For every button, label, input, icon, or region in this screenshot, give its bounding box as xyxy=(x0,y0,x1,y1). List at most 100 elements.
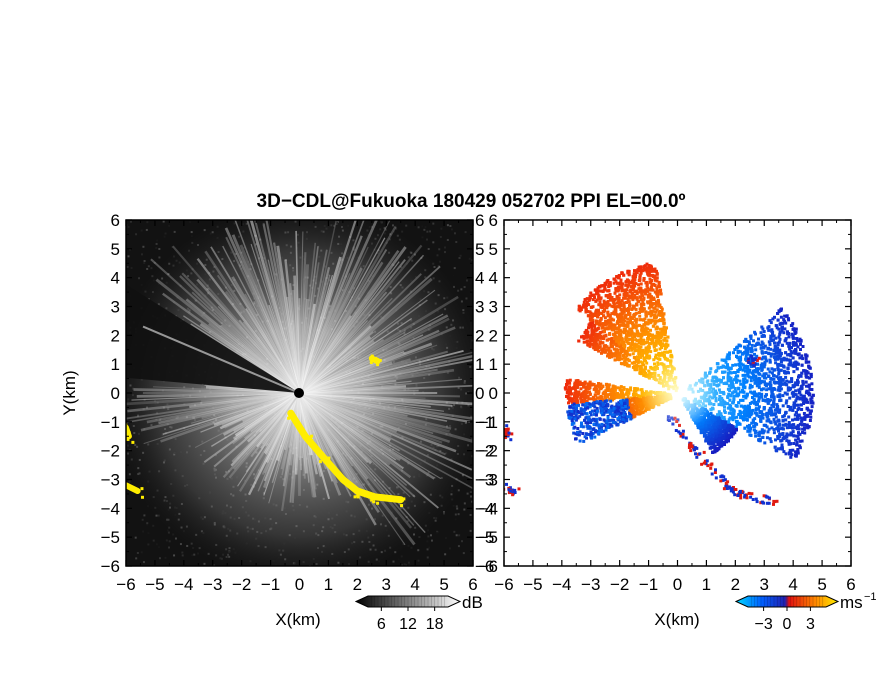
strong-echo-speck xyxy=(127,431,131,435)
snr-noise-speck xyxy=(430,534,433,537)
snr-noise-speck xyxy=(166,529,169,532)
strong-echo-speck xyxy=(398,500,402,504)
snr-noise-speck xyxy=(167,531,170,534)
snr-noise-speck xyxy=(426,238,429,241)
figure-title: 3D−CDL@Fukuoka 180429 052702 PPI EL=00.0… xyxy=(257,191,686,212)
strong-echo-speck xyxy=(369,361,373,365)
snr-noise-speck xyxy=(146,522,149,525)
snr-y-tick-label: 0 xyxy=(111,384,120,403)
snr-noise-speck xyxy=(458,256,461,259)
snr-x-tick-label: 3 xyxy=(382,575,391,594)
snr-noise-speck xyxy=(190,231,193,234)
snr-colorbar-body xyxy=(354,595,462,608)
strong-echo-speck xyxy=(378,358,382,362)
snr-noise-speck xyxy=(407,561,410,564)
snr-y-tick-label: 5 xyxy=(111,240,120,259)
snr-y-tick-label-right: −4 xyxy=(475,499,494,518)
snr-y-tick-label-right: 6 xyxy=(475,211,484,230)
snr-noise-speck xyxy=(147,265,150,268)
snr-noise-speck xyxy=(158,256,161,259)
snr-noise-speck xyxy=(136,551,139,554)
strong-echo-speck xyxy=(122,485,125,488)
snr-noise-speck xyxy=(156,239,159,242)
strong-echo-speck xyxy=(130,486,134,490)
snr-noise-speck xyxy=(142,530,145,533)
snr-panel: −6 −5 −4 −3 −2 −1 0 1 2 3 4 5 66 65 54 43 32 21 10 0−1 −1−2−… xyxy=(60,211,495,633)
snr-noise-speck xyxy=(455,241,458,244)
snr-noise-speck xyxy=(397,558,400,561)
snr-noise-speck xyxy=(452,504,455,507)
snr-noise-speck xyxy=(146,221,149,224)
snr-noise-speck xyxy=(128,480,131,483)
strong-echo-speck xyxy=(287,416,291,420)
snr-noise-speck xyxy=(432,241,435,244)
snr-noise-speck xyxy=(456,507,459,510)
snr-noise-speck xyxy=(454,518,457,521)
strong-echo-speck xyxy=(288,415,292,419)
snr-axes: −6 −5 −4 −3 −2 −1 0 1 2 3 4 5 66 65 54 43 32 21 10 0−1 −1−2−… xyxy=(101,211,495,594)
strong-echo-speck xyxy=(339,476,343,480)
snr-noise-speck xyxy=(421,236,424,239)
snr-noise-speck xyxy=(457,545,460,548)
strong-echo-speck xyxy=(318,460,322,464)
snr-noise-speck xyxy=(179,543,182,546)
snr-noise-speck xyxy=(463,286,466,289)
strong-echo-speck xyxy=(343,478,347,482)
snr-noise-speck xyxy=(168,224,171,227)
snr-noise-speck xyxy=(449,224,452,227)
snr-noise-speck xyxy=(140,283,143,286)
snr-y-tick-label: 2 xyxy=(111,326,120,345)
snr-y-tick-label: −6 xyxy=(101,557,120,576)
snr-noise-speck xyxy=(152,539,155,542)
snr-noise-speck xyxy=(392,560,395,563)
snr-noise-speck xyxy=(189,221,192,224)
snr-noise-speck xyxy=(465,297,468,300)
snr-y-axis-label: Y(km) xyxy=(60,370,79,415)
snr-shadow-sector xyxy=(126,284,300,393)
snr-noise-speck xyxy=(423,228,426,231)
snr-noise-speck xyxy=(469,529,472,532)
snr-noise-speck xyxy=(152,524,155,527)
snr-noise-speck xyxy=(424,226,427,229)
strong-echo-speck xyxy=(376,501,380,505)
snr-noise-speck xyxy=(157,546,160,549)
snr-y-tick-label: 3 xyxy=(111,298,120,317)
snr-noise-speck xyxy=(146,524,149,527)
snr-y-tick-label: 6 xyxy=(111,211,120,230)
snr-x-axis-label: X(km) xyxy=(275,610,320,629)
snr-noise-speck xyxy=(444,537,447,540)
strong-echo-speck xyxy=(400,504,404,508)
snr-x-tick-label: −6 xyxy=(116,575,135,594)
snr-noise-speck xyxy=(135,233,138,236)
snr-x-tick-label: 1 xyxy=(324,575,333,594)
snr-noise-speck xyxy=(141,518,144,521)
snr-noise-speck xyxy=(426,556,429,559)
strong-echo-speck xyxy=(370,498,374,502)
snr-noise-speck xyxy=(162,220,165,223)
snr-noise-speck xyxy=(464,231,467,234)
snr-noise-speck xyxy=(173,554,176,557)
snr-y-tick-label-right: −1 xyxy=(475,413,494,432)
snr-noise-speck xyxy=(150,267,153,270)
snr-y-tick-label-right: 1 xyxy=(475,355,484,374)
snr-noise-speck xyxy=(191,554,194,557)
snr-y-tick-label: −2 xyxy=(101,442,120,461)
snr-noise-speck xyxy=(140,229,143,232)
strong-echo-speck xyxy=(140,487,144,491)
snr-noise-speck xyxy=(471,500,473,503)
snr-y-tick-label-right: 2 xyxy=(475,326,484,345)
snr-noise-speck xyxy=(469,491,472,494)
snr-noise-speck xyxy=(469,495,472,498)
strong-echo-speck xyxy=(375,357,379,361)
snr-y-tick-label: −1 xyxy=(101,413,120,432)
strong-echo-speck xyxy=(344,481,348,485)
velocity-field xyxy=(504,243,828,543)
snr-noise-speck xyxy=(391,224,394,227)
snr-y-tick-label-right: −2 xyxy=(475,442,494,461)
snr-noise-speck xyxy=(466,492,469,495)
snr-noise-speck xyxy=(427,535,430,538)
snr-noise-speck xyxy=(143,259,146,262)
snr-x-tick-label: −3 xyxy=(203,575,222,594)
strong-echo-speck xyxy=(140,495,144,499)
